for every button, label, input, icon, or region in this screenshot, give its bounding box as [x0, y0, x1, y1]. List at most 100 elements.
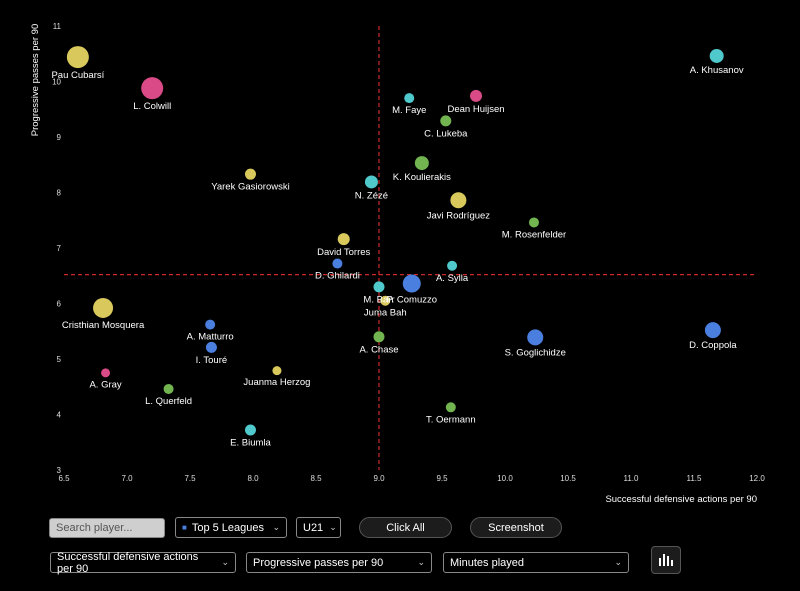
x-tick-label: 11.0: [624, 474, 640, 483]
y-tick-label: 10: [52, 78, 61, 87]
y-tick-label: 7: [57, 244, 62, 253]
x-tick-label: 7.0: [121, 474, 133, 483]
data-point[interactable]: [704, 322, 721, 339]
y-tick-label: 8: [57, 189, 62, 198]
data-point-label: A. Sylla: [436, 273, 469, 284]
data-point[interactable]: [404, 93, 415, 104]
data-point[interactable]: [445, 402, 456, 413]
data-point-label: D. Ghilardi: [315, 271, 360, 282]
age-filter-dropdown[interactable]: U21 ⌄: [296, 517, 341, 538]
data-point-label: K. Koulierakis: [393, 172, 451, 183]
data-point-label: I. Touré: [196, 355, 228, 366]
data-point[interactable]: [205, 319, 216, 330]
x-axis-ticks: 6.5 7.0 7.5 8.0 8.5 9.0 9.5 10.0 10.5 11.0 11.5 12.…: [58, 474, 765, 483]
data-point[interactable]: [440, 115, 452, 127]
bar-chart-icon: [658, 554, 674, 566]
data-point-label: Cristhian Mosquera: [62, 320, 145, 331]
data-point[interactable]: [380, 295, 391, 306]
x-tick-label: 7.5: [184, 474, 196, 483]
y-tick-label: 6: [57, 300, 62, 309]
data-point[interactable]: [272, 366, 282, 376]
data-point[interactable]: [402, 274, 421, 293]
data-point-label: S. Goglichidze: [505, 347, 566, 358]
y-axis-title: Progressive passes per 90: [30, 24, 41, 136]
screenshot-button[interactable]: Screenshot: [470, 517, 562, 538]
data-point[interactable]: [709, 48, 724, 63]
data-point-label: Dean Huijsen: [447, 104, 504, 115]
x-tick-label: 10.5: [560, 474, 576, 483]
data-point[interactable]: [205, 341, 217, 353]
y-tick-label: 5: [57, 355, 62, 364]
data-point[interactable]: [244, 168, 256, 180]
x-tick-label: 8.0: [247, 474, 259, 483]
chevron-down-icon: ⌄: [272, 522, 280, 532]
data-point-label: Juma Bah: [364, 308, 407, 319]
filter-dot-icon: ■: [182, 523, 187, 532]
x-tick-label: 11.5: [687, 474, 703, 483]
data-point-label: T. Oermann: [426, 414, 476, 425]
x-tick-label: 10.0: [497, 474, 513, 483]
y-tick-label: 9: [57, 133, 62, 142]
data-point[interactable]: [373, 281, 385, 293]
data-points: [66, 46, 724, 436]
y-tick-label: 3: [57, 466, 62, 475]
data-point-label: N. Zézé: [355, 190, 388, 201]
data-labels: Pau Cubarsí L. Colwill A. Khusanov M. Faye D…: [51, 65, 743, 449]
bar-chart-button[interactable]: [651, 546, 681, 574]
x-axis-title: Successful defensive actions per 90: [605, 494, 757, 505]
data-point-label: Yarek Gasiorowski: [211, 182, 290, 193]
data-point-label: M. Faye: [392, 105, 426, 116]
data-point[interactable]: [528, 217, 539, 228]
size-metric-dropdown[interactable]: Minutes played ⌄: [443, 552, 629, 573]
data-point[interactable]: [447, 260, 458, 271]
chevron-down-icon: ⌄: [329, 522, 337, 532]
click-all-button[interactable]: Click All: [359, 517, 452, 538]
data-point[interactable]: [93, 297, 114, 318]
data-point-label: E. Biumla: [230, 438, 271, 449]
x-tick-label: 6.5: [58, 474, 70, 483]
age-filter-value: U21: [303, 521, 324, 534]
data-point-label: Pau Cubarsí: [51, 70, 104, 81]
y-metric-value: Progressive passes per 90: [253, 556, 384, 569]
x-metric-dropdown[interactable]: Successful defensive actions per 90 ⌄: [50, 550, 236, 575]
data-point[interactable]: [450, 192, 467, 209]
league-filter-value: Top 5 Leagues: [191, 521, 265, 534]
data-point-label: D. Coppola: [689, 340, 737, 351]
chevron-down-icon: ⌄: [614, 557, 622, 567]
data-point[interactable]: [470, 89, 483, 102]
data-point[interactable]: [141, 77, 164, 100]
x-tick-label: 9.0: [373, 474, 385, 483]
data-point[interactable]: [414, 156, 429, 171]
data-point-label: M. Rosenfelder: [502, 229, 566, 240]
data-point[interactable]: [527, 329, 544, 346]
x-tick-label: 8.5: [310, 474, 322, 483]
y-tick-label: 4: [57, 411, 62, 420]
data-point-label: P. Comuzzo: [387, 295, 438, 306]
y-metric-dropdown[interactable]: Progressive passes per 90 ⌄: [246, 552, 432, 573]
data-point-label: C. Lukeba: [424, 128, 468, 139]
data-point-label: David Torres: [317, 247, 370, 258]
data-point[interactable]: [163, 383, 174, 394]
data-point-label: L. Colwill: [133, 101, 171, 112]
x-tick-label: 12.0: [749, 474, 765, 483]
y-axis-ticks: 3 4 5 6 7 8 9 10 11: [52, 22, 61, 475]
data-point[interactable]: [373, 331, 385, 343]
size-metric-value: Minutes played: [450, 556, 524, 569]
league-filter-dropdown[interactable]: ■ Top 5 Leagues ⌄: [175, 517, 287, 538]
chevron-down-icon: ⌄: [417, 557, 425, 567]
data-point-label: A. Chase: [359, 344, 398, 355]
data-point[interactable]: [332, 258, 343, 269]
data-point-label: L. Querfeld: [145, 396, 192, 407]
search-input[interactable]: [49, 518, 165, 538]
data-point-label: Juanma Herzog: [243, 377, 310, 388]
data-point[interactable]: [101, 368, 111, 378]
data-point[interactable]: [244, 424, 256, 436]
data-point[interactable]: [66, 46, 89, 69]
chevron-down-icon: ⌄: [221, 557, 229, 567]
data-point-label: A. Matturro: [187, 332, 234, 343]
data-point-label: Javi Rodríguez: [427, 210, 491, 221]
x-metric-value: Successful defensive actions per 90: [57, 550, 199, 575]
data-point[interactable]: [364, 175, 378, 189]
data-point[interactable]: [337, 233, 350, 246]
